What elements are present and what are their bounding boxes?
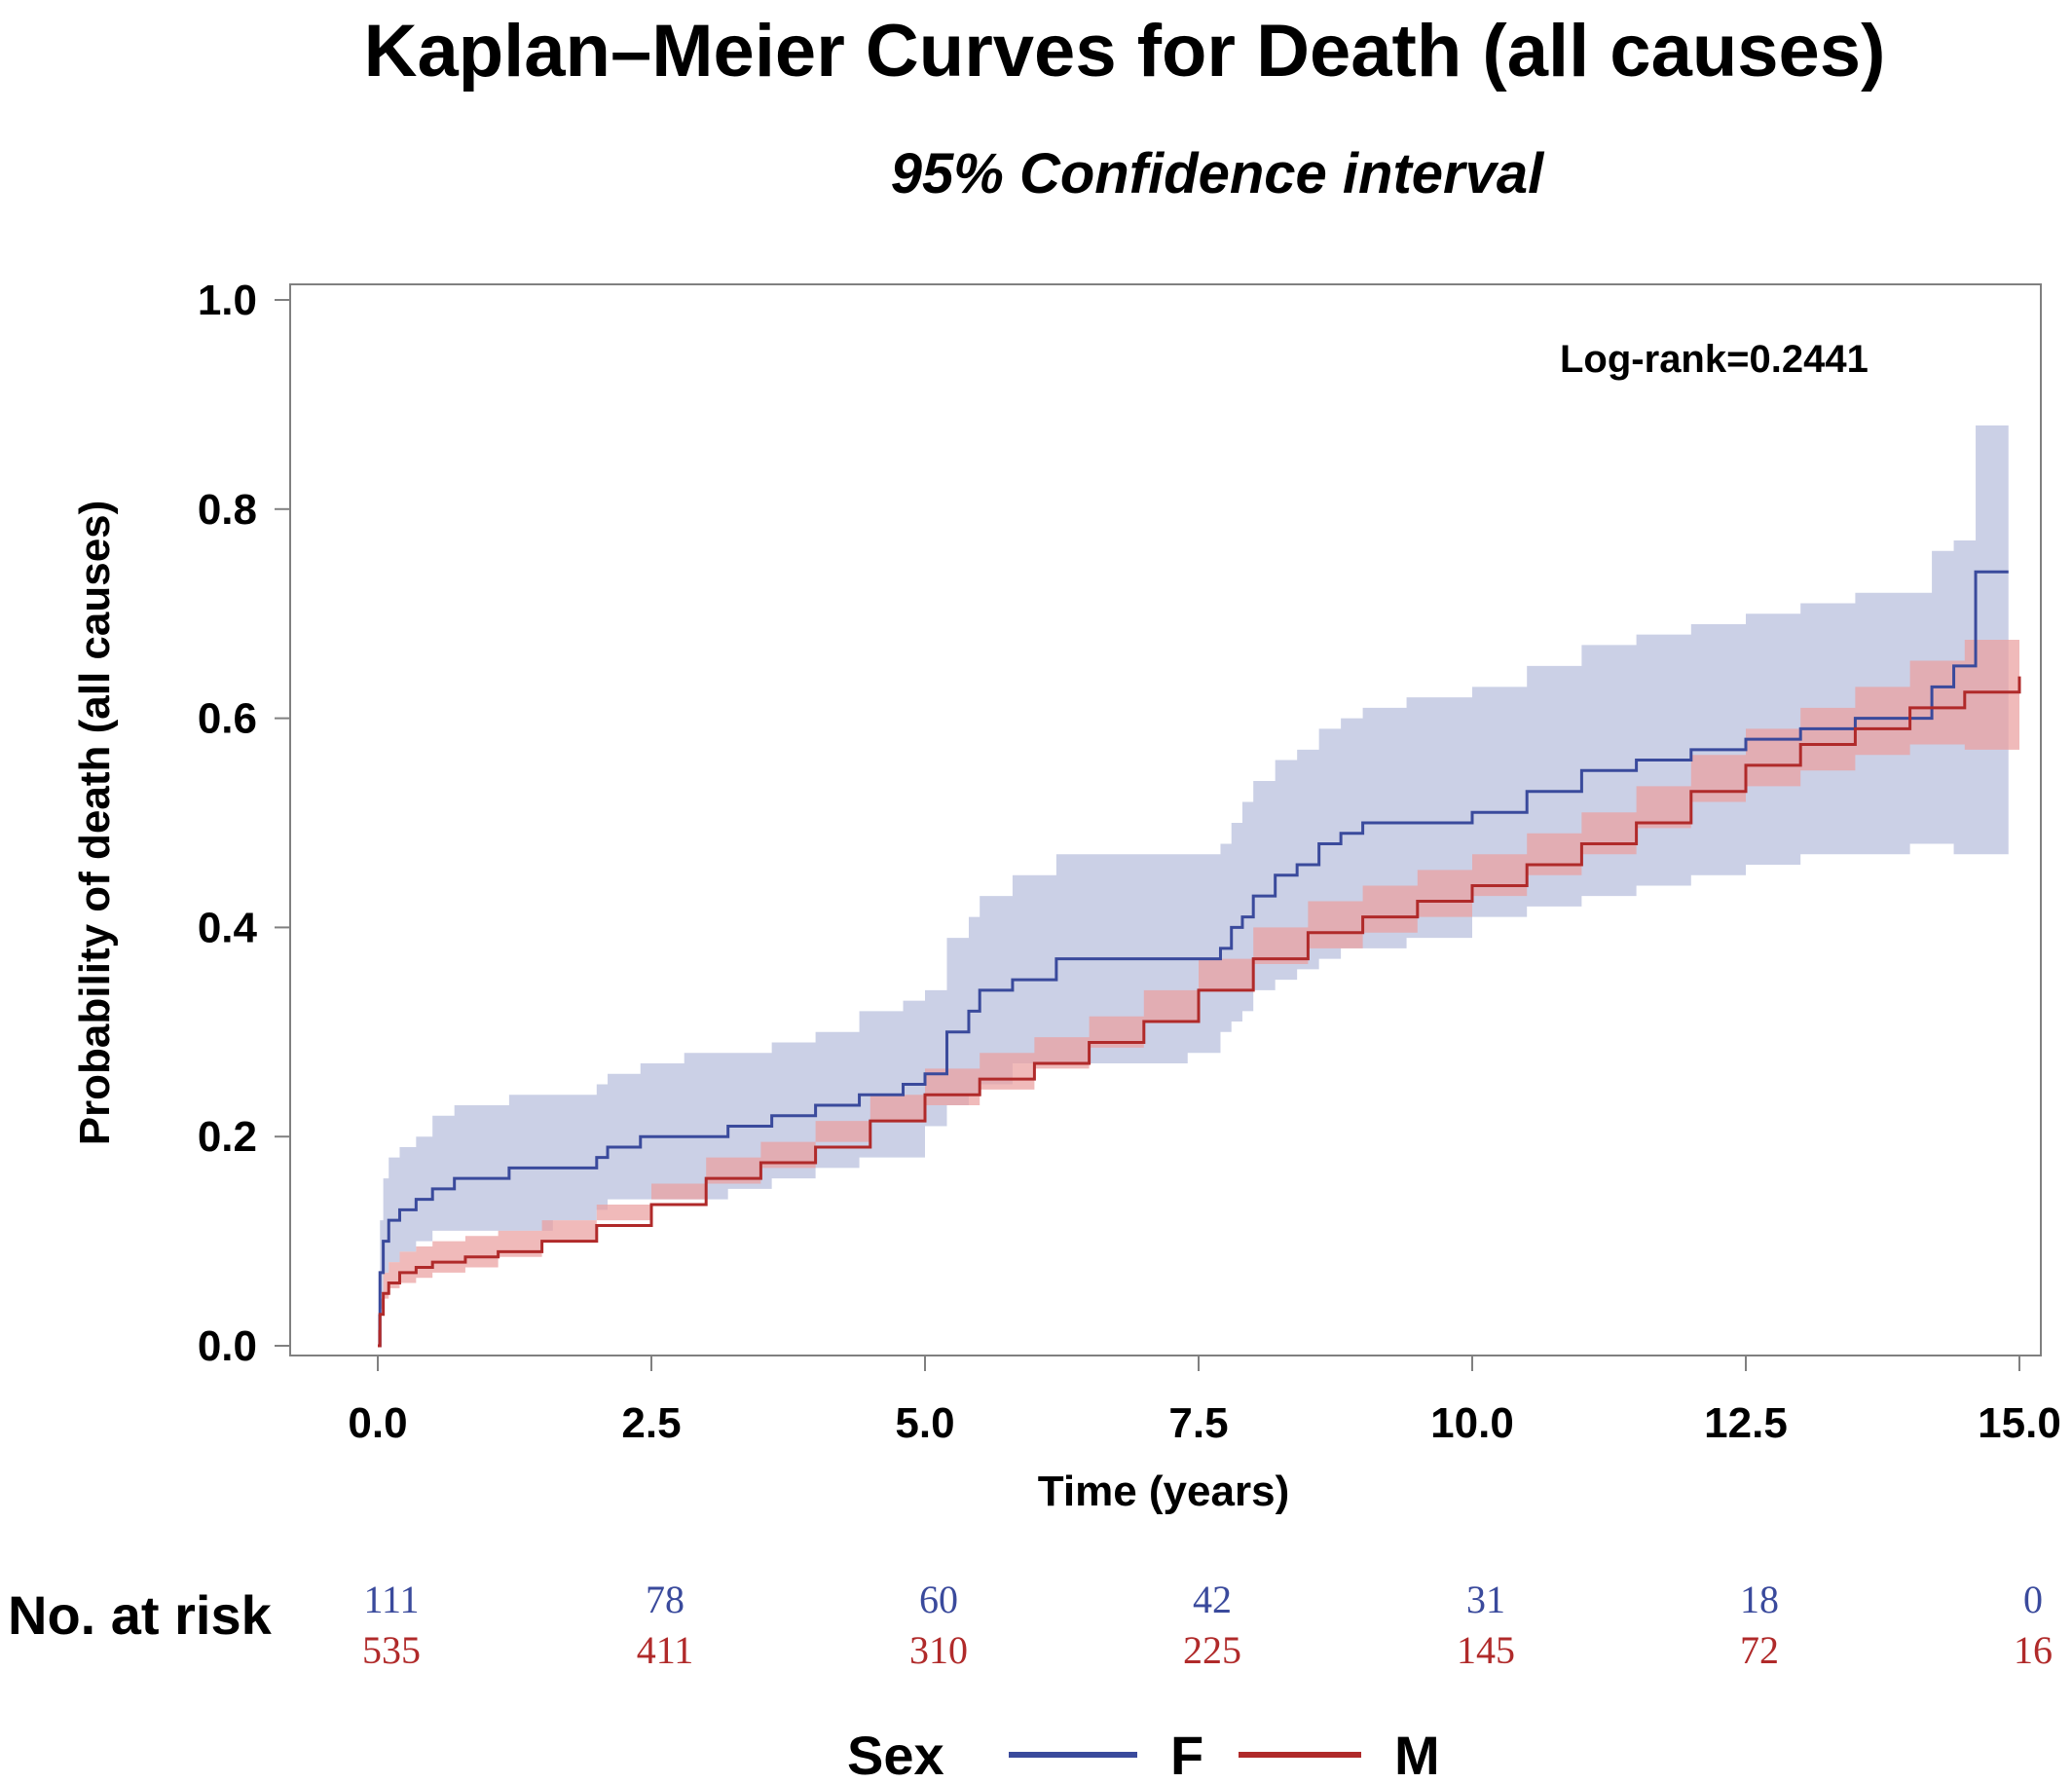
x-axis-label: Time (years)	[1038, 1467, 1289, 1515]
legend-label-m: M	[1394, 1725, 1440, 1783]
plot-frame	[289, 283, 2042, 1356]
x-tick-label: 5.0	[895, 1399, 954, 1447]
chart-title: Kaplan–Meier Curves for Death (all cause…	[364, 10, 1886, 93]
x-tick-label: 0.0	[348, 1399, 407, 1447]
y-tick-label: 0.0	[198, 1322, 257, 1370]
risk-count-f: 78	[646, 1578, 684, 1621]
risk-count-m: 225	[1183, 1628, 1241, 1672]
risk-count-f: 0	[2023, 1578, 2043, 1621]
risk-table-title: No. at risk	[8, 1584, 273, 1646]
risk-count-f: 18	[1740, 1578, 1779, 1621]
risk-count-f: 60	[919, 1578, 958, 1621]
y-tick-label: 1.0	[198, 277, 257, 324]
risk-count-f: 31	[1466, 1578, 1505, 1621]
risk-count-m: 72	[1740, 1628, 1779, 1672]
survival-curve-f	[378, 570, 2009, 1348]
chart-subtitle: 95% Confidence interval	[891, 142, 1545, 205]
x-tick-label: 15.0	[1978, 1399, 2061, 1447]
x-tick-label: 2.5	[621, 1399, 681, 1447]
y-axis-label: Probability of death (all causes)	[71, 501, 119, 1146]
y-tick-label: 0.6	[198, 695, 257, 743]
x-tick-label: 10.0	[1430, 1399, 1514, 1447]
legend-label-f: F	[1170, 1725, 1203, 1783]
legend: Sex F M	[847, 1725, 1440, 1783]
risk-count-m: 411	[637, 1628, 694, 1672]
risk-count-m: 16	[2014, 1628, 2053, 1672]
confidence-bands	[378, 425, 2019, 1346]
x-axis: 0.0 2.5 5.0 7.5 10.0 12.5 15.0	[348, 1356, 2061, 1447]
survival-curves	[378, 570, 2021, 1348]
risk-count-m: 310	[909, 1628, 968, 1672]
survival-curve-m	[378, 676, 2021, 1348]
log-rank-annotation: Log-rank=0.2441	[1560, 338, 1868, 381]
x-tick-label: 7.5	[1168, 1399, 1228, 1447]
y-axis: 0.0 0.2 0.4 0.6 0.8 1.0	[198, 277, 290, 1370]
risk-count-f: 42	[1193, 1578, 1232, 1621]
x-tick-label: 12.5	[1704, 1399, 1788, 1447]
y-tick-label: 0.4	[198, 904, 258, 951]
y-tick-label: 0.8	[198, 486, 257, 534]
risk-count-f: 111	[363, 1578, 419, 1621]
risk-table: No. at risk 111 78 60 42 31 18 0 535 411 310 225 14…	[8, 1578, 2053, 1672]
legend-title: Sex	[847, 1725, 944, 1783]
y-tick-label: 0.2	[198, 1113, 257, 1161]
risk-count-m: 535	[362, 1628, 421, 1672]
risk-count-m: 145	[1457, 1628, 1515, 1672]
